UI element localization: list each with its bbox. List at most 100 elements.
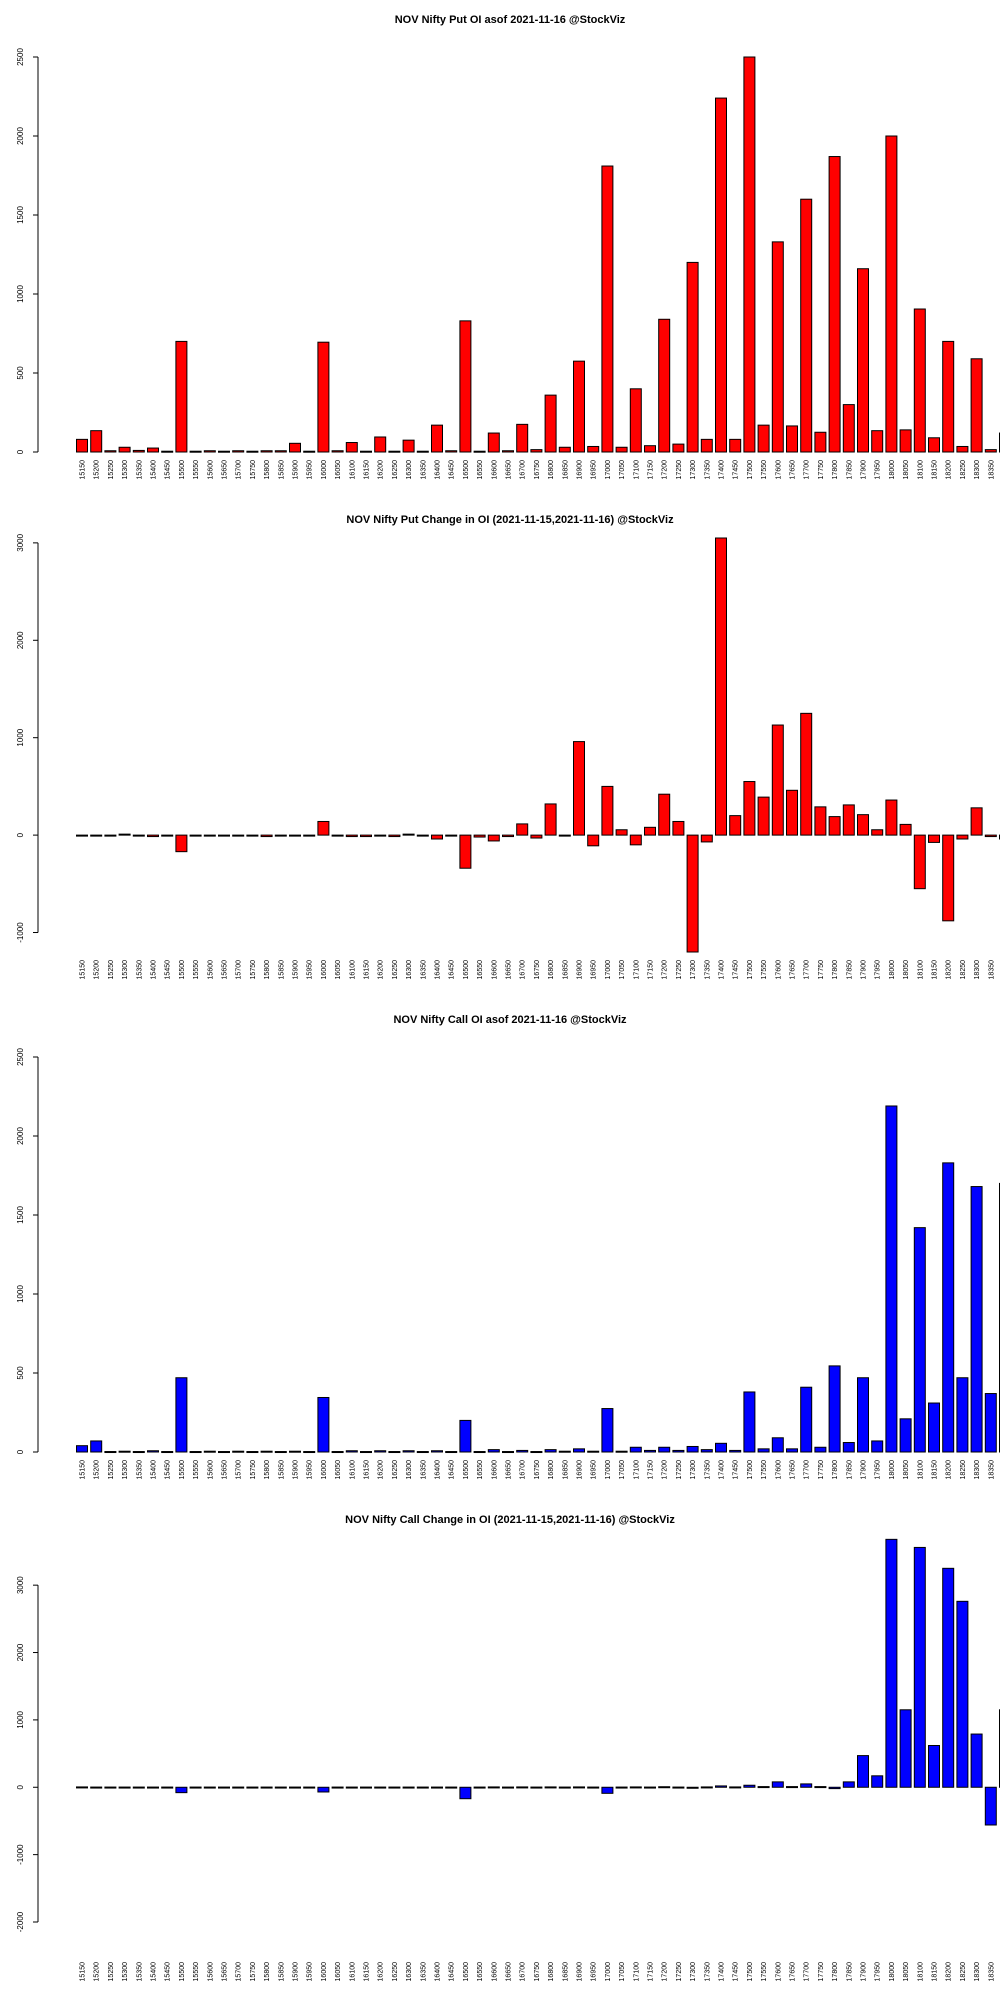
x-tick-label: 15250 <box>108 1962 115 1982</box>
x-tick-label: 16000 <box>321 460 328 480</box>
x-tick-label: 15850 <box>278 960 285 980</box>
x-tick-label: 18000 <box>889 1962 896 1982</box>
x-tick-label: 17600 <box>775 960 782 980</box>
x-tick-label: 17750 <box>818 1460 825 1480</box>
x-tick-label: 18050 <box>903 1962 910 1982</box>
bar-16950 <box>587 834 600 847</box>
x-tick-label: 15500 <box>179 960 186 980</box>
bar-16700 <box>516 423 529 453</box>
x-tick-label: 18250 <box>960 460 967 480</box>
x-tick-label: 18200 <box>946 460 953 480</box>
bar-15350 <box>132 834 145 837</box>
x-tick-label: 15700 <box>236 960 243 980</box>
x-tick-label: 17700 <box>804 960 811 980</box>
bar-16600 <box>487 1449 500 1453</box>
x-tick-label: 16700 <box>520 1460 527 1480</box>
bar-16850 <box>558 446 571 453</box>
bar-15950 <box>303 1786 316 1789</box>
bar-17900 <box>857 1377 869 1453</box>
x-tick-label: 17350 <box>704 460 711 480</box>
bar-16400 <box>431 1450 443 1453</box>
x-tick-label: 15400 <box>151 1460 158 1480</box>
bar-16450 <box>445 450 458 453</box>
x-tick-label: 15450 <box>165 460 172 480</box>
bar-15400 <box>147 1450 159 1453</box>
bar-15850 <box>274 1786 287 1789</box>
bar-16250 <box>388 834 401 838</box>
y-tick-label: 2000 <box>16 631 25 649</box>
bar-15200 <box>90 1440 103 1453</box>
bar-16100 <box>345 1450 358 1453</box>
bar-17250 <box>672 820 685 836</box>
bar-15150 <box>76 1445 88 1453</box>
bar-15950 <box>303 450 316 453</box>
bar-17650 <box>786 1786 798 1789</box>
x-tick-label: 16600 <box>491 1962 498 1982</box>
x-tick-label: 16250 <box>392 460 399 480</box>
bar-16650 <box>502 1451 514 1454</box>
bar-16400 <box>431 424 443 453</box>
x-tick-label: 18100 <box>917 960 924 980</box>
bar-17000 <box>601 165 614 453</box>
bar-17950 <box>871 829 884 836</box>
x-tick-label: 18350 <box>988 460 995 480</box>
bar-16850 <box>558 1786 571 1789</box>
x-tick-label: 18000 <box>889 960 896 980</box>
x-tick-label: 17000 <box>605 960 612 980</box>
bar-18150 <box>928 1744 940 1788</box>
x-tick-label: 15400 <box>151 460 158 480</box>
bar-18000 <box>885 1105 898 1453</box>
x-tick-label: 17350 <box>704 1460 711 1480</box>
x-tick-label: 17100 <box>633 1962 640 1982</box>
x-tick-label: 15650 <box>222 1460 229 1480</box>
bar-16000 <box>317 341 330 453</box>
x-tick-label: 17000 <box>605 460 612 480</box>
x-tick-label: 15150 <box>80 460 87 480</box>
x-tick-label: 17500 <box>747 1460 754 1480</box>
x-tick-label: 17150 <box>648 460 655 480</box>
bar-16600 <box>487 432 500 453</box>
x-tick-label: 15800 <box>264 1460 271 1480</box>
x-tick-label: 15500 <box>179 1460 186 1480</box>
x-tick-label: 16000 <box>321 960 328 980</box>
x-tick-label: 17550 <box>761 960 768 980</box>
y-tick-label: 3000 <box>16 1576 25 1594</box>
x-tick-label: 16100 <box>349 1962 356 1982</box>
bar-16000 <box>317 1396 330 1453</box>
x-tick-label: 18150 <box>932 1460 939 1480</box>
bar-16150 <box>360 834 372 838</box>
bar-15550 <box>189 1786 202 1789</box>
bar-15750 <box>246 1786 259 1789</box>
y-tick-label: 2000 <box>16 1127 25 1145</box>
bar-17050 <box>615 1786 628 1789</box>
y-tick-label: 1500 <box>16 1206 25 1224</box>
bar-16200 <box>374 1786 387 1789</box>
x-tick-label: 17650 <box>790 1962 797 1982</box>
x-tick-label: 17300 <box>690 960 697 980</box>
bar-16250 <box>388 450 401 453</box>
x-tick-label: 17550 <box>761 460 768 480</box>
x-tick-label: 16600 <box>491 1460 498 1480</box>
x-tick-label: 17200 <box>662 960 669 980</box>
x-tick-label: 15550 <box>193 460 200 480</box>
bar-15400 <box>147 1786 159 1789</box>
x-tick-label: 16350 <box>420 960 427 980</box>
x-tick-label: 17500 <box>747 960 754 980</box>
x-tick-label: 17450 <box>733 460 740 480</box>
bar-17650 <box>786 1448 798 1453</box>
bar-18200 <box>942 1567 955 1788</box>
bar-15450 <box>161 1451 174 1454</box>
x-tick-label: 17200 <box>662 460 669 480</box>
x-tick-label: 17900 <box>861 460 868 480</box>
x-tick-label: 16050 <box>335 960 342 980</box>
bar-17550 <box>757 1786 770 1789</box>
bar-15500 <box>175 1786 188 1794</box>
bar-18100 <box>913 1227 926 1453</box>
bar-16700 <box>516 823 529 836</box>
bar-17950 <box>871 1440 884 1453</box>
y-tick-label: 500 <box>16 1366 25 1380</box>
x-tick-label: 16800 <box>548 460 555 480</box>
y-tick-label: 0 <box>16 1449 25 1454</box>
bar-16050 <box>331 1786 344 1789</box>
x-tick-label: 17050 <box>619 1962 626 1982</box>
